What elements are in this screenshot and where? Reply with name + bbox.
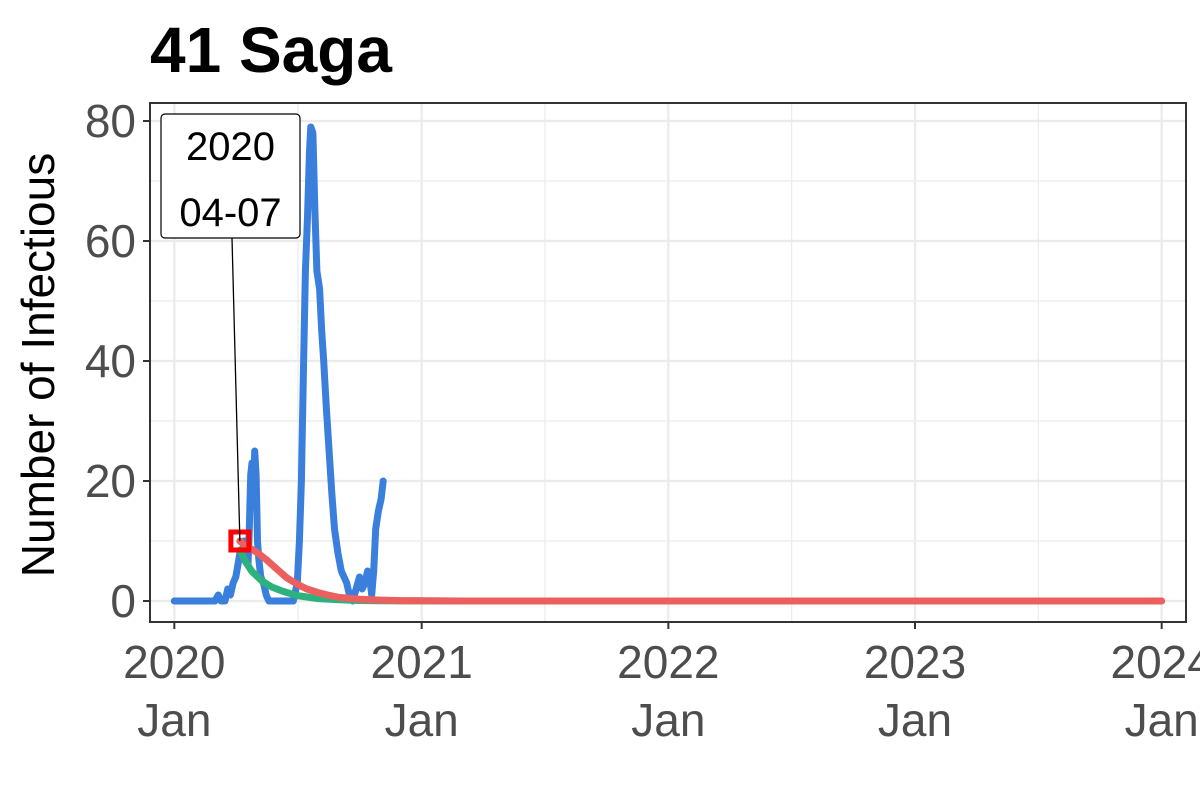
axes: 0 20 40 60 80 2020 Jan 2021 Jan 2022 Jan 2023 Jan 202…	[85, 95, 1200, 746]
annotation-group: 2020 04-07	[160, 113, 301, 542]
x-tick-label-year: 2021	[370, 636, 472, 688]
x-tick-label-month: Jan	[878, 694, 952, 746]
annotation-box	[160, 113, 301, 239]
x-tick-label-month: Jan	[385, 694, 459, 746]
y-axis-label: Number of Infectious	[12, 153, 64, 577]
y-tick-label: 20	[85, 455, 136, 507]
y-tick-label: 80	[85, 95, 136, 147]
y-tick-label: 0	[110, 575, 136, 627]
x-tick-label-year: 2024	[1110, 636, 1200, 688]
y-tick-label: 60	[85, 215, 136, 267]
x-tick-label-month: Jan	[1125, 694, 1199, 746]
annotation-leader-line	[231, 237, 241, 542]
chart-title: 41 Saga	[150, 14, 392, 86]
x-tick-label-month: Jan	[137, 694, 211, 746]
series-line-3	[236, 537, 1166, 605]
series-group	[170, 123, 1166, 605]
x-tick-label-year: 2023	[864, 636, 966, 688]
x-tick-label-year: 2022	[617, 636, 719, 688]
annotation-year: 2020	[186, 125, 275, 169]
y-tick-label: 40	[85, 335, 136, 387]
annotation-date: 04-07	[179, 191, 281, 235]
x-tick-label-month: Jan	[631, 694, 705, 746]
x-tick-label-year: 2020	[123, 636, 225, 688]
